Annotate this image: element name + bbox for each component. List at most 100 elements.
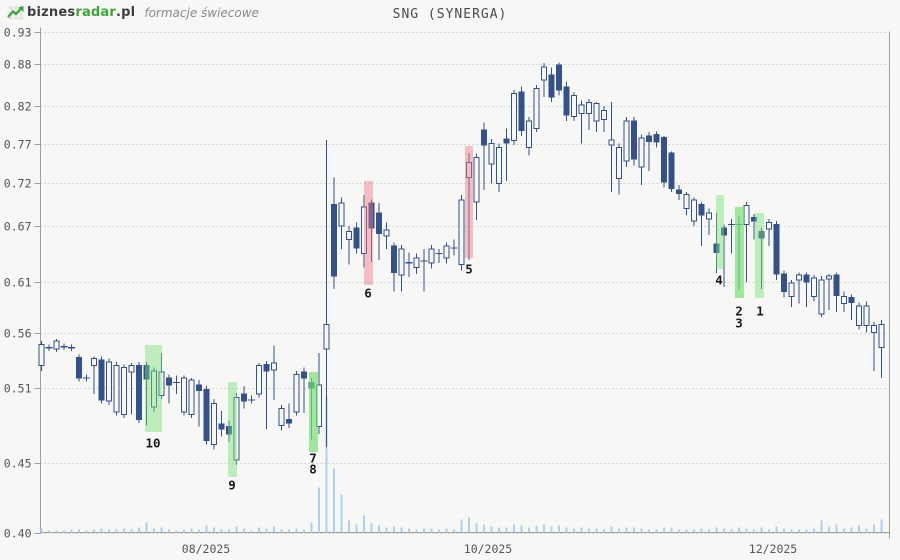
up-candle-body bbox=[278, 407, 285, 426]
down-candle-body bbox=[653, 133, 660, 143]
volume-bar bbox=[63, 530, 65, 533]
down-candle-body bbox=[301, 371, 307, 379]
up-candle-body bbox=[428, 248, 435, 264]
up-candle-body bbox=[346, 231, 352, 241]
formation-number: 10 bbox=[145, 436, 160, 451]
down-candle-body bbox=[563, 86, 570, 116]
up-candle-body bbox=[233, 397, 240, 461]
volume-bar bbox=[145, 522, 148, 533]
down-candle-body bbox=[548, 74, 555, 98]
volume-bar bbox=[618, 528, 620, 533]
volume-bar bbox=[880, 519, 883, 533]
volume-bar bbox=[190, 528, 193, 533]
y-tick-label: 0.45 bbox=[4, 457, 32, 471]
up-candle-body bbox=[256, 364, 262, 395]
volume-bar bbox=[520, 525, 523, 533]
page-title: SNG (SYNERGA) bbox=[392, 7, 508, 22]
volume-bar bbox=[340, 494, 343, 533]
volume-bar bbox=[220, 529, 223, 533]
bullish-formation-highlight bbox=[309, 372, 318, 452]
chart-mode-label: formacje świecowe bbox=[144, 5, 259, 20]
volume-bar bbox=[258, 527, 260, 533]
site-logo[interactable]: biznes radar .pl bbox=[7, 5, 135, 20]
volume-bar bbox=[265, 528, 268, 533]
brand-suffix: .pl bbox=[116, 5, 136, 20]
volume-bar bbox=[745, 528, 748, 533]
y-tick-label: 0.56 bbox=[4, 327, 32, 341]
up-candle-body bbox=[571, 94, 577, 117]
volume-bar bbox=[385, 527, 388, 533]
up-candle-body bbox=[766, 222, 772, 230]
up-candle-body bbox=[578, 104, 585, 115]
volume-bar bbox=[438, 529, 440, 533]
up-candle-body bbox=[323, 323, 330, 350]
volume-bar bbox=[198, 529, 200, 533]
volume-bar bbox=[595, 528, 598, 533]
x-tick-label: 08/2025 bbox=[182, 542, 230, 556]
volume-bar bbox=[543, 524, 545, 533]
brand-part-biznes: biznes bbox=[27, 5, 76, 20]
volume-bar bbox=[648, 529, 650, 533]
volume-bar bbox=[138, 527, 140, 533]
volume-bar bbox=[370, 523, 373, 533]
up-candle-body bbox=[488, 143, 495, 165]
volume-bar bbox=[790, 529, 793, 533]
up-candle-body bbox=[616, 146, 622, 180]
up-candle-body bbox=[188, 379, 195, 415]
volume-bar bbox=[625, 527, 628, 533]
volume-bar bbox=[813, 528, 815, 533]
volume-bar bbox=[738, 527, 740, 533]
y-tick-label: 0.67 bbox=[4, 220, 32, 234]
bearish-formation-highlight bbox=[465, 146, 473, 258]
down-candle-body bbox=[353, 227, 360, 249]
bearish-formation-highlight bbox=[364, 181, 373, 285]
up-candle-body bbox=[181, 377, 187, 413]
bullish-formation-highlight bbox=[309, 372, 318, 452]
volume-bar bbox=[423, 528, 425, 533]
formation-number: 6 bbox=[364, 286, 372, 301]
up-candle-body bbox=[533, 87, 540, 129]
y-tick-label: 0.61 bbox=[4, 276, 32, 290]
volume-bar bbox=[558, 525, 560, 533]
y-tick-label: 0.72 bbox=[4, 177, 32, 191]
volume-bar bbox=[123, 528, 125, 533]
volume-bar bbox=[183, 529, 185, 533]
bullish-formation-highlight bbox=[735, 207, 744, 298]
volume-bar bbox=[108, 529, 110, 533]
up-candle-body bbox=[211, 403, 217, 445]
volume-bar bbox=[273, 526, 275, 533]
up-candle-body bbox=[608, 139, 615, 146]
volume-bar bbox=[430, 528, 433, 533]
formation-number: 8 bbox=[309, 462, 317, 477]
down-candle-body bbox=[803, 274, 810, 283]
down-candle-body bbox=[661, 136, 667, 183]
volume-bar bbox=[55, 530, 58, 533]
down-candle-body bbox=[98, 359, 105, 401]
down-candle-body bbox=[751, 216, 757, 222]
brand-part-radar: radar bbox=[75, 5, 117, 20]
up-candle-body bbox=[818, 279, 825, 315]
up-candle-body bbox=[121, 367, 127, 415]
volume-bar bbox=[348, 520, 350, 533]
volume-bar bbox=[835, 524, 838, 533]
down-candle-body bbox=[833, 274, 840, 297]
down-candle-body bbox=[166, 377, 172, 386]
up-candle-body bbox=[443, 245, 450, 259]
down-candle-body bbox=[143, 364, 150, 380]
down-candle-body bbox=[848, 297, 855, 304]
up-candle-body bbox=[473, 157, 480, 203]
volume-bar bbox=[663, 527, 665, 533]
up-candle-body bbox=[691, 199, 697, 222]
down-candle-body bbox=[721, 227, 727, 236]
up-candle-body bbox=[106, 361, 112, 402]
bullish-formation-highlight bbox=[735, 207, 744, 298]
volume-bar bbox=[400, 527, 403, 533]
volume-bar bbox=[843, 528, 845, 533]
volume-bar bbox=[783, 528, 785, 533]
down-candle-body bbox=[286, 418, 292, 424]
down-candle-body bbox=[676, 189, 682, 194]
volume-bar bbox=[573, 528, 575, 533]
up-candle-body bbox=[683, 193, 690, 210]
up-candle-body bbox=[338, 202, 345, 227]
up-candle-body bbox=[151, 370, 157, 408]
